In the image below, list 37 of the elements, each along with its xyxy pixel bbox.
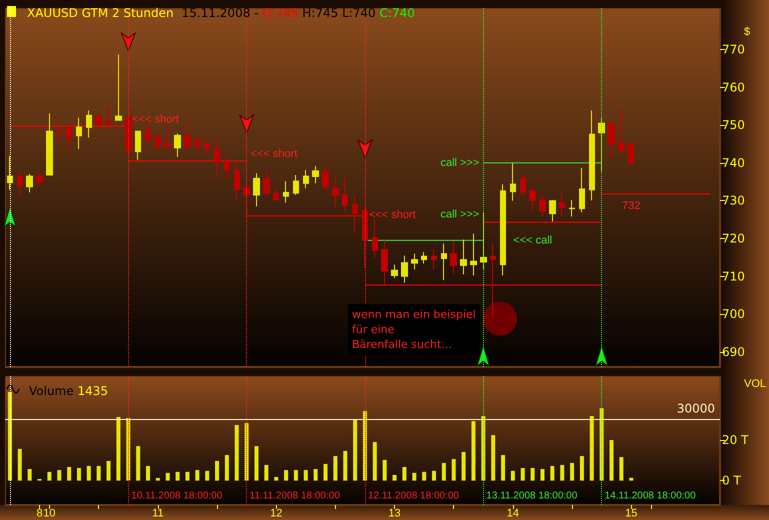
y-tick-label: 720 <box>722 232 745 246</box>
annotation: 732 <box>622 200 640 212</box>
x-tick-label: 11 <box>152 508 164 520</box>
y-tick-label: 740 <box>722 156 745 170</box>
y-tick-label: 20 T <box>722 432 750 447</box>
annotation: wenn man ein beispiel für eine Bärenfalle sucht... <box>352 308 476 351</box>
x-tick-label: 12 <box>270 508 282 520</box>
annotation: <<< short <box>250 148 298 160</box>
x-tick-label: 13 <box>388 508 401 520</box>
ref-line-label: 11.11.2008 18:00:00 <box>250 490 340 502</box>
y-tick-label: 730 <box>722 194 745 208</box>
ref-line-label: 10.11.2008 18:00:00 <box>131 490 223 502</box>
chart-title: XAUUSD GTM 2 Stunden <box>27 6 174 20</box>
ref-line-label: 13.11.2008 18:00:00 <box>486 490 578 502</box>
annotation: <<< short <box>132 113 180 126</box>
y-tick-label: 700 <box>722 307 745 322</box>
x-tick-label: 14 <box>506 508 520 520</box>
x-tick-label: 8 <box>36 508 43 520</box>
annotation: <<< call <box>513 234 552 246</box>
ref-line-label: 12.11.2008 18:00:00 <box>368 490 460 502</box>
ref-line-label: 30000 <box>676 402 715 416</box>
y-tick-label: 770 <box>722 42 745 57</box>
y-axis-title: VOL <box>744 378 766 390</box>
text: Volume 1435 <box>29 384 108 398</box>
y-tick-label: 690 <box>722 344 745 359</box>
x-tick-label: 10 <box>43 508 56 520</box>
ref-line-label: 14.11.2008 18:00:00 <box>604 490 696 502</box>
y-tick-label: 750 <box>722 118 745 132</box>
y-tick-label: 710 <box>722 269 745 284</box>
annotation: call >>> <box>440 156 480 169</box>
chart-subtitle: 15.11.2008 - O:745 H:745 L:740 C:740 <box>182 6 415 20</box>
annotation: <<< short <box>368 208 416 221</box>
y-tick-label: 760 <box>722 80 745 94</box>
y-axis-title: $ <box>744 26 750 38</box>
annotation: call >>> <box>440 208 480 220</box>
y-tick-label: 0 T <box>722 474 742 488</box>
x-tick-label: 15 <box>625 508 638 520</box>
